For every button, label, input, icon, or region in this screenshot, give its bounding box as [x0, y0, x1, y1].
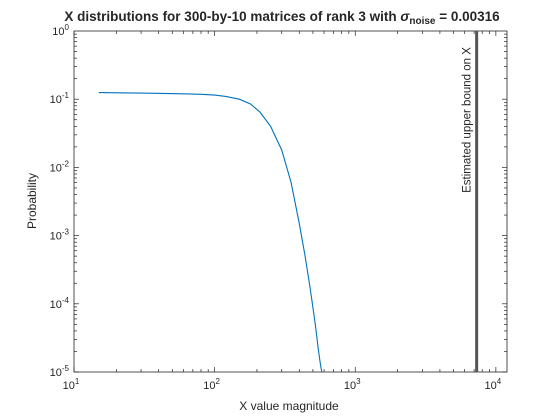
- series-line: [98, 92, 323, 373]
- title-sigma: σ: [400, 9, 410, 24]
- x-tick-label: 103: [344, 377, 361, 392]
- y-tick-label: 10-2: [50, 159, 70, 174]
- y-tick-label: 100: [52, 23, 69, 38]
- title-subscript: noise: [409, 16, 436, 27]
- chart-title: X distributions for 300-by-10 matrices o…: [64, 9, 500, 27]
- y-tick-label: 10-4: [50, 296, 70, 311]
- upper-bound-label: Estimated upper bound on X: [462, 47, 474, 193]
- y-axis-label: Probability: [25, 173, 39, 229]
- y-tick-label: 10-1: [50, 91, 70, 106]
- axes-box: [73, 30, 508, 373]
- x-tick-label: 104: [485, 377, 502, 392]
- x-tick-label: 101: [63, 377, 80, 392]
- y-tick-label: 10-5: [50, 364, 70, 379]
- x-tick-label: 102: [203, 377, 220, 392]
- x-axis-label: X value magnitude: [239, 399, 339, 413]
- y-tick-label: 10-3: [50, 228, 70, 243]
- plot-area: 101 102 103 104 100 10-1 10-2 10-3 10-4 10-5 Estim…: [50, 23, 508, 392]
